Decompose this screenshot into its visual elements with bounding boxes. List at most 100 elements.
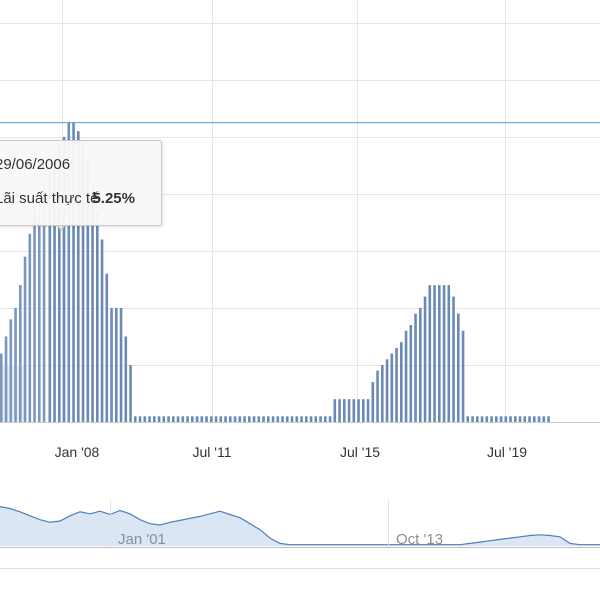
bar[interactable] <box>210 416 213 422</box>
bar[interactable] <box>252 416 256 422</box>
bar[interactable] <box>428 285 432 422</box>
bar[interactable] <box>100 239 104 422</box>
bar[interactable] <box>290 416 294 422</box>
bar[interactable] <box>338 399 341 422</box>
bar[interactable] <box>504 416 508 422</box>
bar[interactable] <box>438 285 441 422</box>
bar[interactable] <box>129 364 132 422</box>
bar[interactable] <box>509 416 512 422</box>
bar[interactable] <box>148 416 151 422</box>
bar[interactable] <box>105 273 109 422</box>
bar[interactable] <box>110 307 113 422</box>
bar[interactable] <box>162 416 166 422</box>
bar-partial[interactable] <box>23 256 27 422</box>
bar[interactable] <box>452 296 455 422</box>
bar[interactable] <box>376 370 379 422</box>
bar[interactable] <box>124 336 128 422</box>
bar[interactable] <box>390 353 394 422</box>
bar[interactable] <box>347 399 351 422</box>
bar[interactable] <box>333 399 337 422</box>
bar[interactable] <box>433 285 436 422</box>
bar[interactable] <box>542 416 546 422</box>
bar[interactable] <box>276 416 280 422</box>
bar[interactable] <box>547 416 550 422</box>
range-navigator[interactable]: Jan '01 Oct '13 <box>0 500 600 569</box>
bar[interactable] <box>262 416 265 422</box>
bar[interactable] <box>314 416 318 422</box>
bar[interactable] <box>138 416 142 422</box>
bar[interactable] <box>53 159 56 423</box>
bar[interactable] <box>271 416 275 422</box>
bar[interactable] <box>257 416 261 422</box>
bar[interactable] <box>523 416 527 422</box>
bar[interactable] <box>480 416 484 422</box>
bar[interactable] <box>461 330 465 422</box>
bar-partial[interactable] <box>33 211 36 422</box>
bar[interactable] <box>77 131 80 422</box>
bar[interactable] <box>219 416 223 422</box>
bar[interactable] <box>352 399 356 422</box>
bar[interactable] <box>181 416 185 422</box>
bar[interactable] <box>167 416 170 422</box>
bar[interactable] <box>214 416 218 422</box>
bar[interactable] <box>457 313 460 422</box>
bar[interactable] <box>466 416 470 422</box>
bar[interactable] <box>423 296 427 422</box>
bar[interactable] <box>81 142 85 422</box>
bar[interactable] <box>58 142 61 422</box>
bar[interactable] <box>442 285 446 422</box>
bar-partial[interactable] <box>28 233 32 422</box>
bar[interactable] <box>357 399 360 422</box>
bar[interactable] <box>471 416 474 422</box>
bar[interactable] <box>300 416 303 422</box>
bar[interactable] <box>238 416 242 422</box>
bar[interactable] <box>414 313 417 422</box>
bar[interactable] <box>157 416 161 422</box>
bar[interactable] <box>319 416 322 422</box>
bar[interactable] <box>72 122 75 423</box>
bar[interactable] <box>528 416 531 422</box>
bar[interactable] <box>286 416 289 422</box>
bar[interactable] <box>305 416 308 422</box>
bar-partial[interactable] <box>19 285 22 422</box>
bar[interactable] <box>62 136 66 422</box>
bar[interactable] <box>518 416 522 422</box>
bar[interactable] <box>490 416 493 422</box>
bar-partial[interactable] <box>42 182 46 422</box>
bar[interactable] <box>243 416 246 422</box>
bar[interactable] <box>195 416 199 422</box>
bar-partial[interactable] <box>14 307 17 422</box>
bar[interactable] <box>119 307 123 422</box>
bar[interactable] <box>366 399 370 422</box>
bar[interactable] <box>200 416 204 422</box>
bar[interactable] <box>537 416 541 422</box>
bar[interactable] <box>134 416 137 422</box>
bar[interactable] <box>229 416 232 422</box>
bar[interactable] <box>96 211 99 422</box>
bar[interactable] <box>48 171 52 422</box>
bars-layer[interactable] <box>0 122 550 423</box>
bar[interactable] <box>176 416 180 422</box>
bar[interactable] <box>324 416 327 422</box>
bar[interactable] <box>400 342 403 422</box>
bar[interactable] <box>115 307 118 422</box>
bar[interactable] <box>233 416 237 422</box>
bar[interactable] <box>343 399 346 422</box>
bar-partial[interactable] <box>9 319 13 422</box>
bar[interactable] <box>153 416 156 422</box>
bar[interactable] <box>381 364 384 422</box>
bar[interactable] <box>409 325 413 422</box>
bar[interactable] <box>172 416 175 422</box>
bar[interactable] <box>267 416 270 422</box>
bar[interactable] <box>281 416 284 422</box>
bar[interactable] <box>514 416 517 422</box>
bar[interactable] <box>328 416 332 422</box>
bar[interactable] <box>309 416 313 422</box>
bar[interactable] <box>186 416 189 422</box>
bar[interactable] <box>248 416 251 422</box>
bar[interactable] <box>371 382 375 422</box>
bar[interactable] <box>495 416 498 422</box>
bar[interactable] <box>191 416 194 422</box>
bar[interactable] <box>499 416 503 422</box>
bar[interactable] <box>143 416 147 422</box>
